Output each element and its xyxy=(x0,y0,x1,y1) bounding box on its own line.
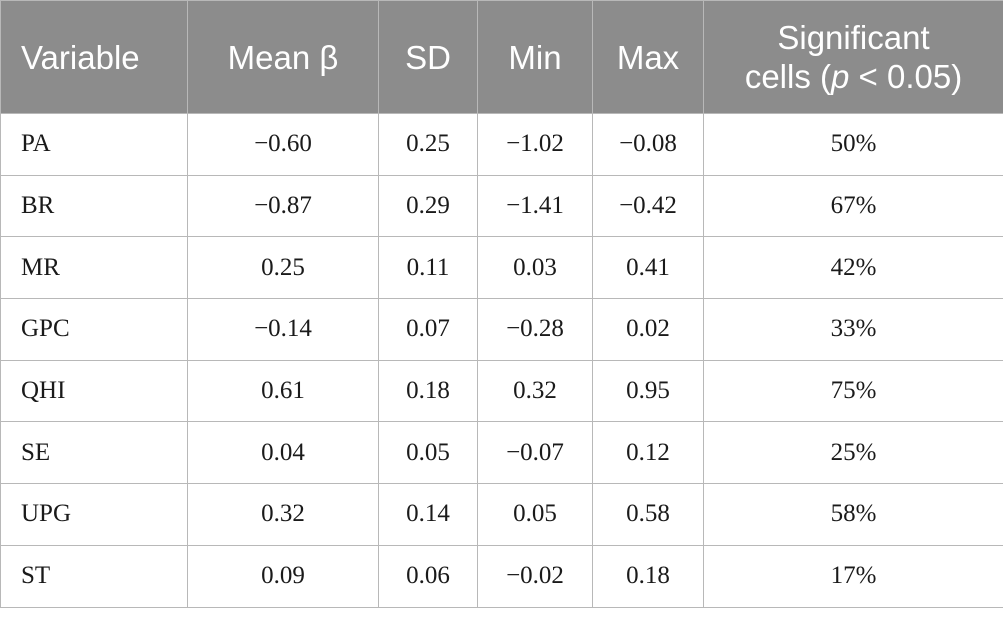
table-row: SE 0.04 0.05 −0.07 0.12 25% xyxy=(0,421,1003,485)
cell-sd: 0.06 xyxy=(378,544,478,608)
header-significant-cells: Significant cells (p < 0.05) xyxy=(703,0,1003,114)
cell-sd: 0.29 xyxy=(378,174,478,238)
table-row: PA −0.60 0.25 −1.02 −0.08 50% xyxy=(0,113,1003,176)
table-row: GPC −0.14 0.07 −0.28 0.02 33% xyxy=(0,298,1003,361)
cell-sd: 0.05 xyxy=(378,421,478,485)
cell-significant: 33% xyxy=(703,298,1003,361)
cell-mean-beta: 0.04 xyxy=(187,421,379,485)
header-sd: SD xyxy=(378,0,478,114)
regression-summary-table: Variable Mean β SD Min Max Significant c… xyxy=(0,0,1003,608)
cell-mean-beta: 0.61 xyxy=(187,359,379,423)
cell-mean-beta: 0.25 xyxy=(187,236,379,300)
cell-min: −0.07 xyxy=(477,421,593,485)
cell-variable: QHI xyxy=(0,359,188,423)
table-row: MR 0.25 0.11 0.03 0.41 42% xyxy=(0,236,1003,300)
cell-significant: 75% xyxy=(703,359,1003,423)
cell-variable: GPC xyxy=(0,298,188,361)
cell-variable: MR xyxy=(0,236,188,300)
cell-min: 0.05 xyxy=(477,483,593,546)
cell-max: −0.42 xyxy=(592,174,704,238)
cell-min: −0.02 xyxy=(477,544,593,608)
cell-mean-beta: 0.32 xyxy=(187,483,379,546)
cell-mean-beta: −0.14 xyxy=(187,298,379,361)
cell-significant: 17% xyxy=(703,544,1003,608)
cell-variable: PA xyxy=(0,113,188,176)
cell-min: 0.03 xyxy=(477,236,593,300)
header-row: Variable Mean β SD Min Max Significant c… xyxy=(0,0,1003,114)
cell-max: 0.58 xyxy=(592,483,704,546)
cell-variable: SE xyxy=(0,421,188,485)
cell-significant: 58% xyxy=(703,483,1003,546)
header-significant-line1: Significant xyxy=(777,19,930,56)
header-significant-line2-pre: cells ( xyxy=(744,58,831,95)
cell-mean-beta: 0.09 xyxy=(187,544,379,608)
cell-max: 0.95 xyxy=(592,359,704,423)
cell-mean-beta: −0.87 xyxy=(187,174,379,238)
header-max: Max xyxy=(592,0,704,114)
cell-variable: UPG xyxy=(0,483,188,546)
cell-max: 0.12 xyxy=(592,421,704,485)
cell-significant: 25% xyxy=(703,421,1003,485)
cell-significant: 50% xyxy=(703,113,1003,176)
table-row: BR −0.87 0.29 −1.41 −0.42 67% xyxy=(0,174,1003,238)
cell-min: −0.28 xyxy=(477,298,593,361)
cell-min: 0.32 xyxy=(477,359,593,423)
header-variable: Variable xyxy=(0,0,188,114)
cell-max: 0.41 xyxy=(592,236,704,300)
cell-sd: 0.14 xyxy=(378,483,478,546)
cell-sd: 0.11 xyxy=(378,236,478,300)
header-mean-beta: Mean β xyxy=(187,0,379,114)
cell-mean-beta: −0.60 xyxy=(187,113,379,176)
header-significant-line2: cells (p < 0.05) xyxy=(704,57,1003,96)
cell-sd: 0.18 xyxy=(378,359,478,423)
header-significant-p-symbol: p xyxy=(831,58,850,95)
cell-sd: 0.25 xyxy=(378,113,478,176)
cell-significant: 42% xyxy=(703,236,1003,300)
cell-max: −0.08 xyxy=(592,113,704,176)
table-row: UPG 0.32 0.14 0.05 0.58 58% xyxy=(0,483,1003,546)
table-row: QHI 0.61 0.18 0.32 0.95 75% xyxy=(0,359,1003,423)
cell-sd: 0.07 xyxy=(378,298,478,361)
cell-min: −1.41 xyxy=(477,174,593,238)
cell-min: −1.02 xyxy=(477,113,593,176)
table-header: Variable Mean β SD Min Max Significant c… xyxy=(0,0,1003,114)
cell-max: 0.02 xyxy=(592,298,704,361)
cell-variable: BR xyxy=(0,174,188,238)
table-body: PA −0.60 0.25 −1.02 −0.08 50% BR −0.87 0.29 −1.41… xyxy=(0,113,1003,608)
cell-variable: ST xyxy=(0,544,188,608)
cell-max: 0.18 xyxy=(592,544,704,608)
header-min: Min xyxy=(477,0,593,114)
header-significant-line2-post: < 0.05) xyxy=(849,58,963,95)
table-row: ST 0.09 0.06 −0.02 0.18 17% xyxy=(0,544,1003,608)
cell-significant: 67% xyxy=(703,174,1003,238)
